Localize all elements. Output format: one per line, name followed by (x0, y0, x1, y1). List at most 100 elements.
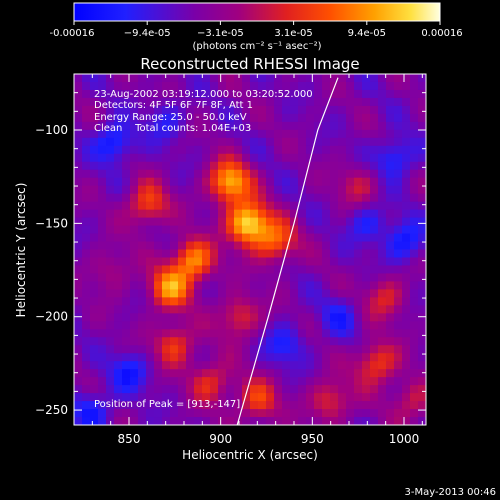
heatmap-cell (234, 193, 243, 203)
heatmap-cell (114, 265, 123, 275)
heatmap-cell (250, 393, 259, 402)
heatmap-cell (242, 177, 251, 187)
heatmap-cell (202, 273, 211, 283)
heatmap-cell (154, 169, 163, 179)
heatmap-cell (106, 409, 115, 418)
heatmap-cell (226, 209, 235, 219)
heatmap-cell (378, 89, 387, 99)
heatmap-cell (138, 401, 147, 410)
heatmap-cell (266, 153, 275, 163)
heatmap-cell (146, 209, 155, 219)
heatmap-cell (162, 289, 171, 298)
heatmap-cell (258, 345, 267, 354)
heatmap-cell (130, 265, 139, 275)
heatmap-cell (194, 74, 203, 83)
heatmap-cell (130, 225, 139, 235)
heatmap-cell (210, 113, 219, 123)
heatmap-cell (338, 337, 347, 346)
heatmap-cell (402, 393, 411, 402)
heatmap-cell (410, 401, 419, 410)
heatmap-cell (298, 385, 307, 394)
heatmap-cell (418, 161, 426, 171)
heatmap-cell (82, 217, 91, 227)
heatmap-cell (370, 113, 379, 123)
heatmap-cell (114, 353, 123, 362)
heatmap-cell (178, 401, 187, 410)
heatmap-cell (322, 185, 331, 195)
heatmap-cell (362, 233, 371, 243)
heatmap-cell (386, 297, 395, 306)
heatmap-cell (346, 161, 355, 171)
heatmap-cell (210, 241, 219, 251)
heatmap-cell (202, 337, 211, 346)
heatmap-cell (330, 241, 339, 251)
heatmap-cell (218, 225, 227, 235)
heatmap-cell (202, 121, 211, 131)
heatmap-cell (370, 161, 379, 171)
heatmap-cell (98, 121, 107, 131)
heatmap-cell (258, 385, 267, 394)
heatmap-cell (402, 249, 411, 259)
heatmap-cell (394, 369, 403, 378)
heatmap-cell (226, 273, 235, 283)
heatmap-cell (322, 113, 331, 123)
heatmap-cell (82, 361, 91, 370)
heatmap-cell (306, 241, 315, 251)
heatmap-cell (330, 369, 339, 378)
heatmap-cell (194, 305, 203, 314)
heatmap-cell (346, 289, 355, 298)
heatmap-cell (274, 329, 283, 338)
heatmap-cell (114, 393, 123, 402)
heatmap-cell (178, 393, 187, 402)
heatmap-cell (370, 361, 379, 370)
heatmap-cell (314, 361, 323, 370)
colorbar-ticks (73, 21, 441, 25)
heatmap-cell (354, 281, 363, 290)
heatmap-cell (290, 177, 299, 187)
heatmap-cell (418, 345, 426, 354)
heatmap-cell (306, 313, 315, 322)
heatmap-cell (322, 345, 331, 354)
heatmap-cell (194, 145, 203, 155)
heatmap-cell (218, 417, 227, 425)
heatmap-cell (394, 385, 403, 394)
heatmap-cell (266, 345, 275, 354)
heatmap-cell (210, 217, 219, 227)
heatmap-cell (98, 385, 107, 394)
heatmap-cell (290, 337, 299, 346)
heatmap-cell (90, 337, 99, 346)
heatmap-cell (218, 369, 227, 378)
heatmap-cell (290, 249, 299, 259)
heatmap-cell (218, 74, 227, 83)
heatmap-cell (154, 385, 163, 394)
heatmap-cell (282, 137, 291, 147)
heatmap-cell (98, 417, 107, 425)
heatmap-cell (274, 369, 283, 378)
heatmap-cell (74, 385, 83, 394)
heatmap-cell (394, 297, 403, 306)
heatmap-cell (114, 145, 123, 155)
heatmap-cell (330, 257, 339, 267)
heatmap-cell (386, 401, 395, 410)
heatmap-cell (338, 209, 347, 219)
heatmap-cell (378, 337, 387, 346)
heatmap-cell (194, 81, 203, 91)
heatmap-cell (378, 137, 387, 147)
heatmap-cell (410, 193, 419, 203)
heatmap-cell (346, 193, 355, 203)
heatmap-cell (122, 177, 131, 187)
heatmap-cell (282, 369, 291, 378)
heatmap-cell (322, 145, 331, 155)
heatmap-cell (186, 161, 195, 171)
heatmap-cell (242, 217, 251, 227)
heatmap-cell (378, 409, 387, 418)
heatmap-cell (218, 321, 227, 330)
heatmap-cell (210, 401, 219, 410)
heatmap-cell (410, 225, 419, 235)
heatmap-cell (370, 129, 379, 139)
heatmap-cell (226, 233, 235, 243)
heatmap-cell (290, 81, 299, 91)
heatmap-cell (314, 145, 323, 155)
heatmap-cell (202, 369, 211, 378)
heatmap-cell (162, 217, 171, 227)
